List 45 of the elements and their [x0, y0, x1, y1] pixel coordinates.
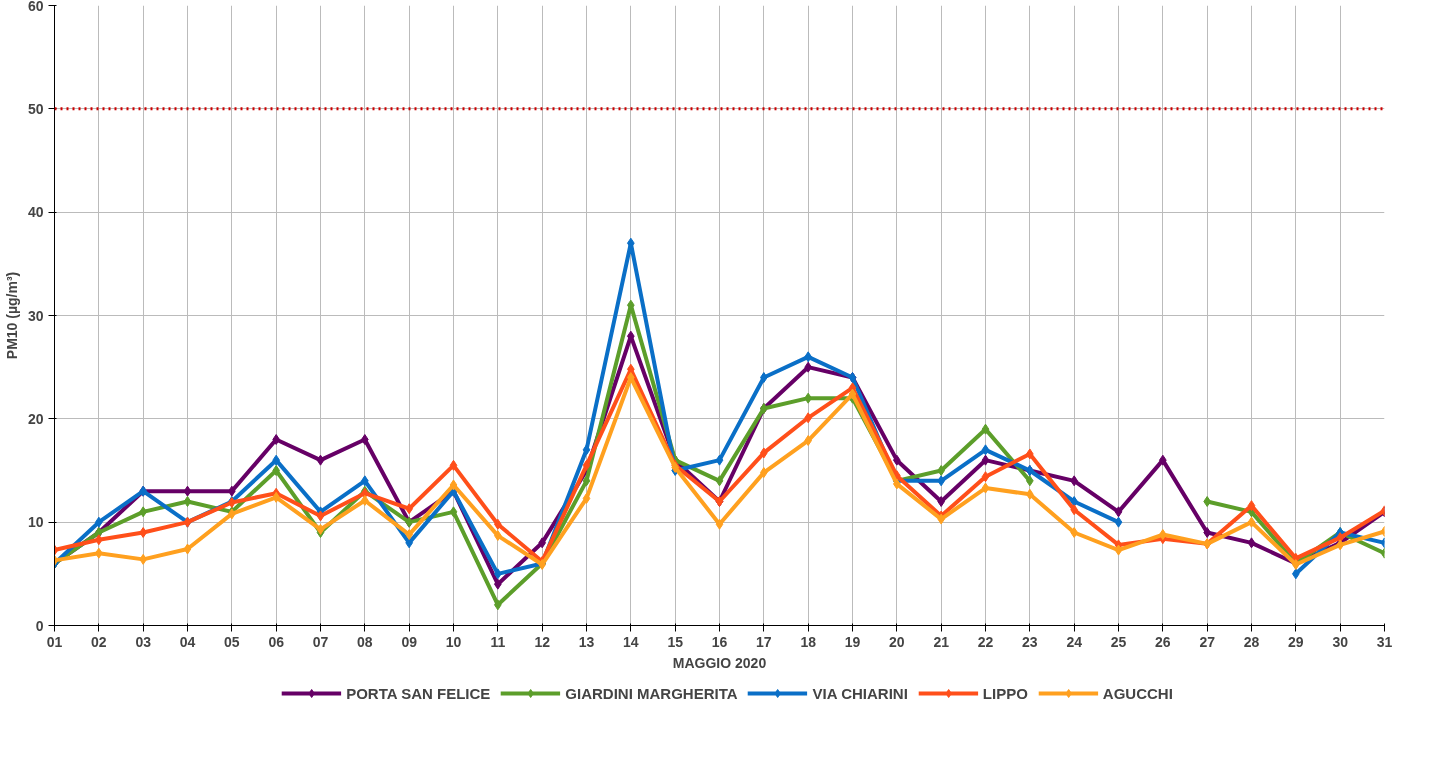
- x-tick-label: 29: [1288, 633, 1304, 650]
- x-tick-label: 30: [1332, 633, 1349, 650]
- legend-label: AGUCCHI: [1102, 684, 1173, 702]
- x-tick-label: 24: [1066, 633, 1083, 650]
- x-tick-label: 12: [534, 633, 551, 650]
- y-tick-label: 20: [27, 410, 44, 427]
- x-tick-label: 18: [800, 633, 817, 650]
- y-tick-label: 10: [27, 514, 44, 531]
- x-tick-label: 09: [401, 633, 418, 650]
- x-tick-label: 20: [889, 633, 905, 650]
- x-tick-label: 02: [91, 633, 107, 650]
- y-tick-label: 40: [27, 204, 44, 221]
- x-axis-title: MAGGIO 2020: [672, 654, 767, 671]
- y-tick-label: 0: [35, 617, 44, 634]
- x-tick-label: 28: [1243, 633, 1260, 650]
- y-tick-label: 50: [27, 100, 44, 117]
- y-tick-label: 30: [27, 307, 44, 324]
- x-tick-label: 06: [268, 633, 285, 650]
- legend-label: PORTA SAN FELICE: [346, 684, 491, 702]
- x-tick-label: 27: [1199, 633, 1216, 650]
- x-tick-label: 14: [623, 633, 639, 650]
- x-tick-label: 07: [312, 633, 329, 650]
- x-tick-label: 01: [46, 633, 63, 650]
- x-tick-label: 03: [135, 633, 152, 650]
- x-tick-label: 22: [977, 633, 994, 650]
- x-tick-label: 05: [224, 633, 240, 650]
- x-tick-label: 17: [756, 633, 772, 650]
- x-tick-label: 26: [1155, 633, 1171, 650]
- legend-label: VIA CHIARINI: [812, 684, 908, 702]
- x-tick-label: 23: [1022, 633, 1038, 650]
- x-tick-label: 16: [711, 633, 728, 650]
- legend-label: LIPPO: [982, 684, 1028, 702]
- x-tick-label: 13: [578, 633, 595, 650]
- x-tick-label: 31: [1376, 633, 1393, 650]
- x-tick-label: 19: [844, 633, 861, 650]
- x-tick-label: 04: [179, 633, 196, 650]
- legend-label: GIARDINI MARGHERITA: [565, 684, 738, 702]
- x-tick-label: 15: [667, 633, 684, 650]
- x-tick-label: 25: [1110, 633, 1127, 650]
- x-tick-label: 08: [357, 633, 373, 650]
- x-tick-label: 10: [445, 633, 462, 650]
- y-tick-label: 60: [27, 0, 44, 14]
- x-tick-label: 21: [933, 633, 950, 650]
- x-tick-label: 11: [490, 633, 506, 650]
- y-axis-title: PM10 (µg/m³): [3, 271, 20, 360]
